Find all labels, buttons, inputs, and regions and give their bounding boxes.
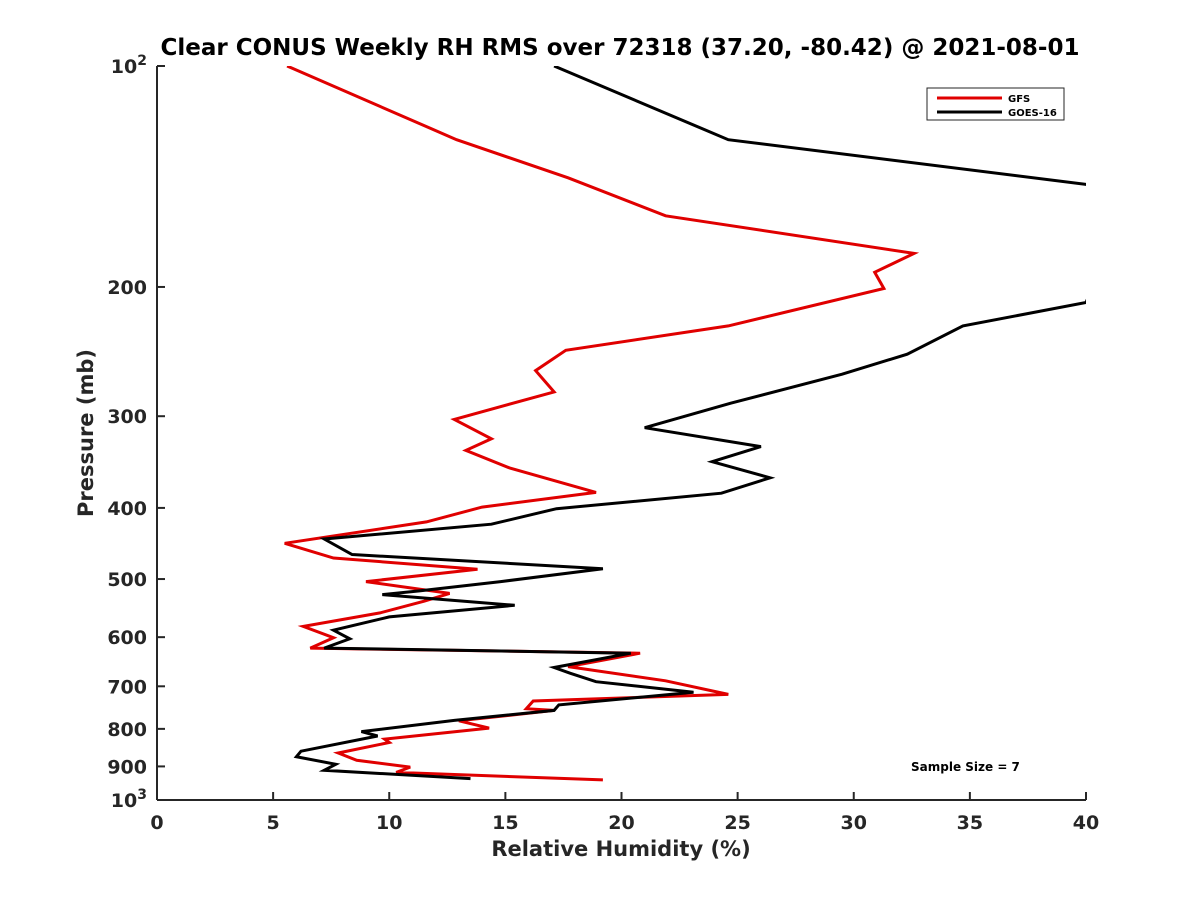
x-tick-label: 35: [957, 812, 983, 834]
x-tick-label: 10: [376, 812, 402, 834]
y-tick-exponent: 2: [137, 53, 147, 69]
y-tick-label: 900: [107, 756, 147, 778]
y-tick-label: 500: [107, 569, 147, 591]
x-tick-label: 40: [1073, 812, 1099, 834]
y-tick-label: 400: [107, 498, 147, 520]
x-tick-label: 0: [150, 812, 163, 834]
x-tick-label: 15: [492, 812, 518, 834]
y-tick-label: 102: [111, 53, 147, 78]
chart-title: Clear CONUS Weekly RH RMS over 72318 (37…: [161, 35, 1080, 61]
y-tick-label: 200: [107, 277, 147, 299]
y-axis-label: Pressure (mb): [74, 349, 98, 517]
legend: GFS GOES-16: [926, 87, 1065, 121]
x-tick-label: 30: [841, 812, 867, 834]
series-line-gfs: [284, 66, 920, 782]
series-line-goes-16: [293, 66, 1086, 781]
series-layer: [284, 66, 1086, 782]
sample-size-annotation: Sample Size = 7: [911, 760, 1020, 774]
y-tick-label: 800: [107, 719, 147, 741]
x-tick-label: 20: [608, 812, 634, 834]
legend-label: GOES-16: [1008, 108, 1057, 119]
x-tick-label: 5: [267, 812, 280, 834]
x-axis-label: Relative Humidity (%): [491, 837, 750, 861]
y-tick-label: 700: [107, 676, 147, 698]
y-tick-label: 300: [107, 406, 147, 428]
legend-label: GFS: [1008, 94, 1030, 105]
x-tick-label: 25: [724, 812, 750, 834]
legend-box: [926, 87, 1065, 121]
y-tick-exponent: 3: [137, 787, 147, 803]
x-ticks: 0 5 10 15 20 25 30 35 40: [150, 792, 1099, 834]
y-tick-label: 600: [107, 627, 147, 649]
legend-items: GFS GOES-16: [937, 94, 1057, 119]
